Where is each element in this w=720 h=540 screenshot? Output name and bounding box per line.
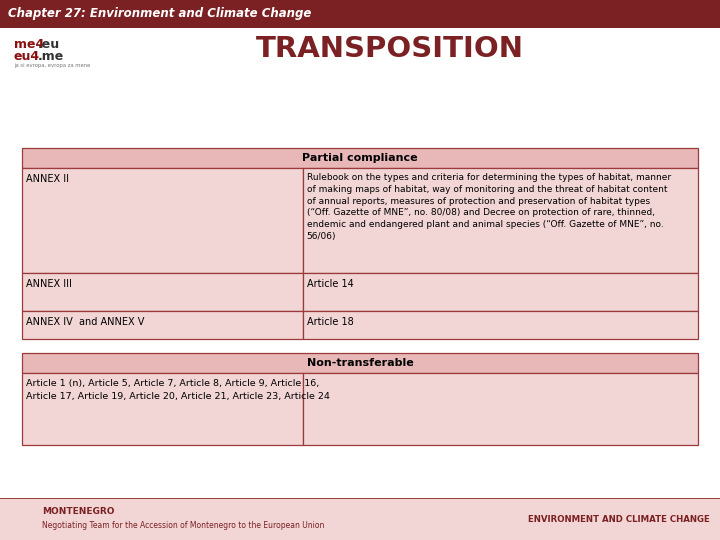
Bar <box>0 0 720 28</box>
Bar <box>22 168 302 273</box>
Text: ANNEX II: ANNEX II <box>26 174 69 184</box>
Text: MONTENEGRO: MONTENEGRO <box>42 508 114 516</box>
Bar <box>302 273 698 311</box>
Text: Article 18: Article 18 <box>307 317 354 327</box>
Text: Chapter 27: Environment and Climate Change: Chapter 27: Environment and Climate Chan… <box>8 8 311 21</box>
Bar <box>22 148 698 168</box>
Text: me4: me4 <box>14 38 44 51</box>
Text: Non-transferable: Non-transferable <box>307 358 413 368</box>
Text: eu4: eu4 <box>14 50 40 63</box>
Text: TRANSPOSITION: TRANSPOSITION <box>256 35 524 63</box>
Text: Article 1 (n), Article 5, Article 7, Article 8, Article 9, Article 16,
Article 1: Article 1 (n), Article 5, Article 7, Art… <box>26 379 330 401</box>
Text: ANNEX III: ANNEX III <box>26 279 72 289</box>
Text: .me: .me <box>38 50 64 63</box>
Text: Article 14: Article 14 <box>307 279 354 289</box>
Text: ja si evropa, evropa za mene: ja si evropa, evropa za mene <box>14 63 91 68</box>
Text: Negotiating Team for the Accession of Montenegro to the European Union: Negotiating Team for the Accession of Mo… <box>42 522 325 530</box>
Text: Rulebook on the types and criteria for determining the types of habitat, manner
: Rulebook on the types and criteria for d… <box>307 173 670 241</box>
Bar <box>22 353 698 373</box>
Bar <box>22 273 302 311</box>
Bar <box>0 498 720 540</box>
Bar <box>302 311 698 339</box>
Text: ENVIRONMENT AND CLIMATE CHANGE: ENVIRONMENT AND CLIMATE CHANGE <box>528 515 710 523</box>
Text: ANNEX IV  and ANNEX V: ANNEX IV and ANNEX V <box>26 317 145 327</box>
Text: .eu: .eu <box>38 38 60 51</box>
Bar <box>302 373 698 445</box>
Text: Partial compliance: Partial compliance <box>302 153 418 163</box>
Bar <box>22 311 302 339</box>
Bar <box>302 168 698 273</box>
Bar <box>22 373 302 445</box>
